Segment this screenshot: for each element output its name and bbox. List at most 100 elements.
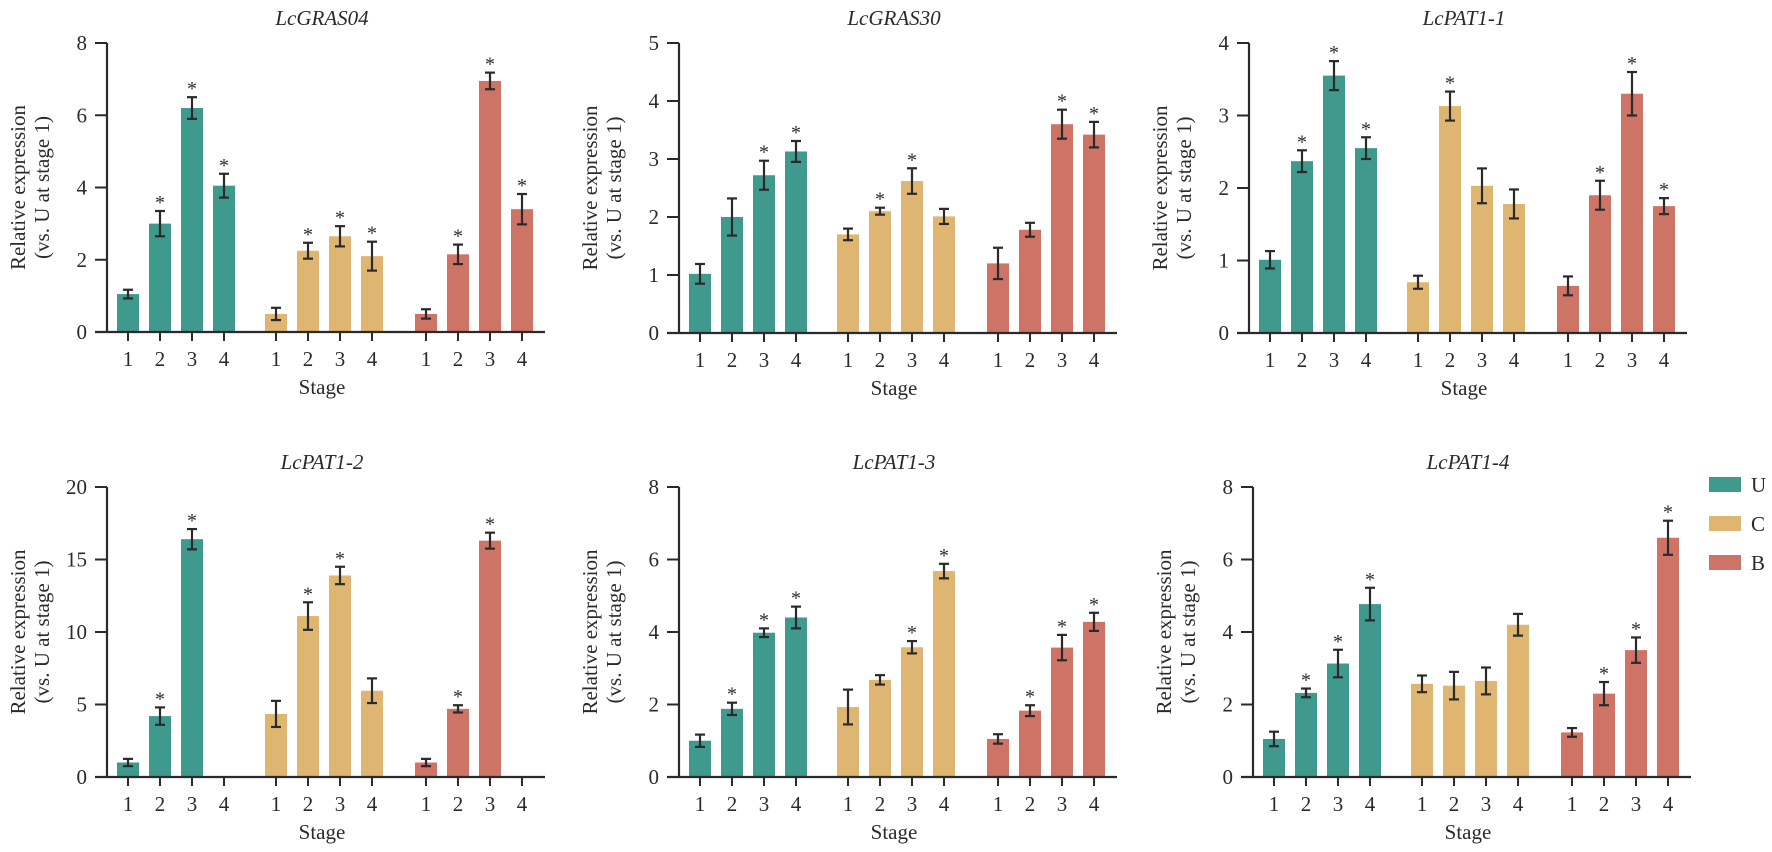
y-axis-title: Relative expression(vs. U at stage 1) — [578, 549, 626, 715]
bar-u — [213, 185, 235, 332]
x-axis-title: Stage — [299, 820, 346, 844]
x-tick-label: 4 — [791, 792, 802, 816]
bar-b — [479, 80, 501, 333]
error-bar — [759, 627, 769, 639]
x-tick-label: 3 — [187, 792, 198, 816]
significance-star: * — [219, 155, 229, 177]
y-tick-label: 5 — [649, 31, 660, 55]
x-tick-label: 1 — [421, 792, 432, 816]
x-tick-label: 1 — [695, 792, 706, 816]
x-tick-label: 3 — [335, 792, 346, 816]
significance-star: * — [727, 684, 737, 706]
error-bar — [1481, 666, 1491, 696]
significance-star: * — [1361, 118, 1371, 140]
significance-star: * — [1627, 53, 1637, 75]
significance-star: * — [485, 54, 495, 76]
bar-b — [1657, 537, 1679, 777]
error-bar — [1659, 197, 1669, 216]
y-tick-label: 6 — [649, 548, 660, 572]
panel-title: LcPAT1-1 — [1422, 6, 1506, 30]
y-tick-label: 4 — [77, 176, 88, 200]
bar-u — [181, 108, 203, 333]
y-tick-label: 4 — [1219, 31, 1230, 55]
significance-star: * — [791, 122, 801, 144]
bar-c — [933, 216, 955, 333]
y-tick-label: 0 — [649, 765, 660, 789]
bar-u — [117, 294, 139, 332]
error-bar — [1599, 680, 1609, 707]
error-bar — [485, 71, 495, 91]
bar-u — [753, 175, 775, 333]
y-tick-label: 0 — [77, 765, 88, 789]
legend: U C B — [1709, 473, 1766, 575]
x-tick-label: 2 — [155, 347, 166, 371]
error-bar — [453, 243, 463, 266]
bar-b — [1653, 206, 1675, 333]
y-tick-label: 3 — [1219, 104, 1230, 128]
x-tick-label: 1 — [993, 792, 1004, 816]
x-tick-label: 2 — [155, 792, 166, 816]
x-tick-label: 3 — [1329, 348, 1340, 372]
bar-u — [1295, 692, 1317, 777]
error-bar — [1413, 274, 1423, 290]
significance-star: * — [907, 149, 917, 171]
error-bar — [993, 246, 1003, 281]
error-bar — [271, 306, 281, 322]
bar-b — [1593, 693, 1615, 777]
significance-star: * — [453, 686, 463, 708]
bar-c — [329, 575, 351, 777]
bar-b — [479, 540, 501, 777]
x-axis-title: Stage — [1441, 376, 1488, 400]
y-axis-title-line: Relative expression — [6, 104, 30, 270]
error-bar — [335, 225, 345, 248]
bar-u — [1263, 738, 1285, 777]
bar-u — [1355, 148, 1377, 333]
bar-b — [447, 708, 469, 777]
bar-c — [297, 616, 319, 777]
bar-b — [1083, 621, 1105, 777]
significance-star: * — [155, 192, 165, 214]
x-tick-label: 4 — [219, 347, 230, 371]
panel-title: LcPAT1-3 — [852, 450, 936, 474]
significance-star: * — [303, 583, 313, 605]
x-tick-label: 1 — [1265, 348, 1276, 372]
legend-swatch-b — [1709, 555, 1741, 570]
x-tick-label: 4 — [1365, 792, 1376, 816]
error-bar — [187, 96, 197, 120]
error-bar — [1563, 275, 1573, 297]
bar-c — [297, 250, 319, 332]
significance-star: * — [1089, 103, 1099, 125]
significance-star: * — [1057, 616, 1067, 638]
x-tick-label: 4 — [939, 792, 950, 816]
y-tick-label: 2 — [649, 205, 660, 229]
x-tick-label: 3 — [1057, 792, 1068, 816]
error-bar — [367, 677, 377, 705]
error-bar — [1265, 249, 1275, 270]
x-tick-label: 1 — [271, 347, 282, 371]
error-bar — [993, 733, 1003, 745]
bar-u — [689, 273, 711, 333]
x-tick-label: 3 — [1631, 792, 1642, 816]
y-tick-label: 2 — [649, 693, 660, 717]
error-bar — [695, 733, 705, 749]
y-axis-title: Relative expression(vs. U at stage 1) — [6, 104, 54, 270]
error-bar — [1333, 648, 1343, 679]
x-tick-label: 1 — [1413, 348, 1424, 372]
x-tick-label: 1 — [843, 792, 854, 816]
error-bar — [123, 757, 133, 768]
x-tick-label: 1 — [843, 348, 854, 372]
significance-star: * — [517, 175, 527, 197]
significance-star: * — [1025, 686, 1035, 708]
significance-star: * — [759, 142, 769, 164]
bar-u — [1327, 663, 1349, 777]
significance-star: * — [1663, 502, 1673, 524]
error-bar — [1627, 70, 1637, 117]
bar-u — [721, 708, 743, 777]
x-tick-label: 2 — [1595, 348, 1606, 372]
bar-b — [987, 263, 1009, 333]
bar-c — [1439, 106, 1461, 333]
bar-u — [181, 539, 203, 777]
significance-star: * — [791, 588, 801, 610]
bar-c — [1407, 282, 1429, 333]
bar-u — [1359, 604, 1381, 777]
